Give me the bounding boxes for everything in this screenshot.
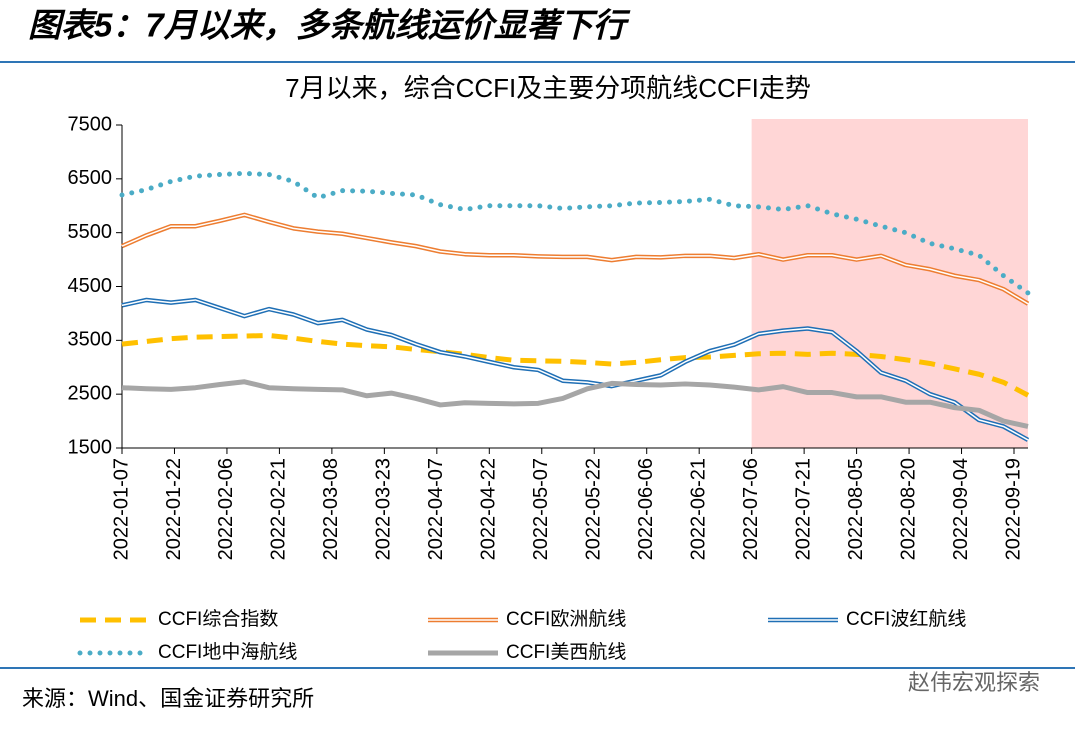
x-tick-label: 2022-05-22 xyxy=(583,458,605,560)
legend-label: CCFI地中海航线 xyxy=(158,641,297,663)
y-tick-label: 6500 xyxy=(68,167,113,189)
x-tick-label: 2022-03-08 xyxy=(320,458,342,560)
source: 来源：Wind、国金证券研究所 xyxy=(22,686,314,711)
series-line xyxy=(121,214,1029,305)
series-line xyxy=(121,379,1029,429)
x-tick-label: 2022-06-21 xyxy=(687,458,709,560)
legend-label: CCFI美西航线 xyxy=(506,641,626,663)
x-tick-label: 2022-05-07 xyxy=(530,458,552,560)
x-tick-label: 2022-01-22 xyxy=(163,458,185,560)
x-tick-label: 2022-02-21 xyxy=(268,458,290,560)
y-tick-label: 7500 xyxy=(68,113,113,135)
x-tick-label: 2022-08-05 xyxy=(845,458,867,560)
y-tick-label: 1500 xyxy=(68,436,113,458)
y-tick-label: 5500 xyxy=(68,221,113,243)
x-tick-label: 2022-07-06 xyxy=(740,458,762,560)
x-tick-label: 2022-09-04 xyxy=(950,458,972,560)
x-tick-label: 2022-04-07 xyxy=(425,458,447,560)
x-tick-label: 2022-08-20 xyxy=(897,458,919,560)
y-tick-label: 3500 xyxy=(68,329,113,351)
legend-label: CCFI综合指数 xyxy=(158,608,278,630)
series-line xyxy=(121,299,1029,441)
chart-title: 7月以来，综合CCFI及主要分项航线CCFI走势 xyxy=(285,73,811,103)
x-tick-label: 2022-04-22 xyxy=(478,458,500,560)
legend-label: CCFI欧洲航线 xyxy=(506,608,626,630)
watermark: 赵伟宏观探索 xyxy=(908,670,1040,695)
x-tick-label: 2022-07-21 xyxy=(792,458,814,560)
series-line xyxy=(121,332,1030,398)
x-tick-label: 2022-06-06 xyxy=(635,458,657,560)
series-line xyxy=(119,170,1031,296)
y-tick-label: 4500 xyxy=(68,275,113,297)
legend-label: CCFI波红航线 xyxy=(846,608,966,630)
x-tick-label: 2022-02-06 xyxy=(215,458,237,560)
y-tick-label: 2500 xyxy=(68,382,113,404)
x-tick-label: 2022-03-23 xyxy=(373,458,395,560)
x-tick-label: 2022-01-07 xyxy=(110,458,132,560)
x-tick-label: 2022-09-19 xyxy=(1002,458,1024,560)
page-title: 图表5：7月以来，多条航线运价显著下行 xyxy=(28,7,631,44)
